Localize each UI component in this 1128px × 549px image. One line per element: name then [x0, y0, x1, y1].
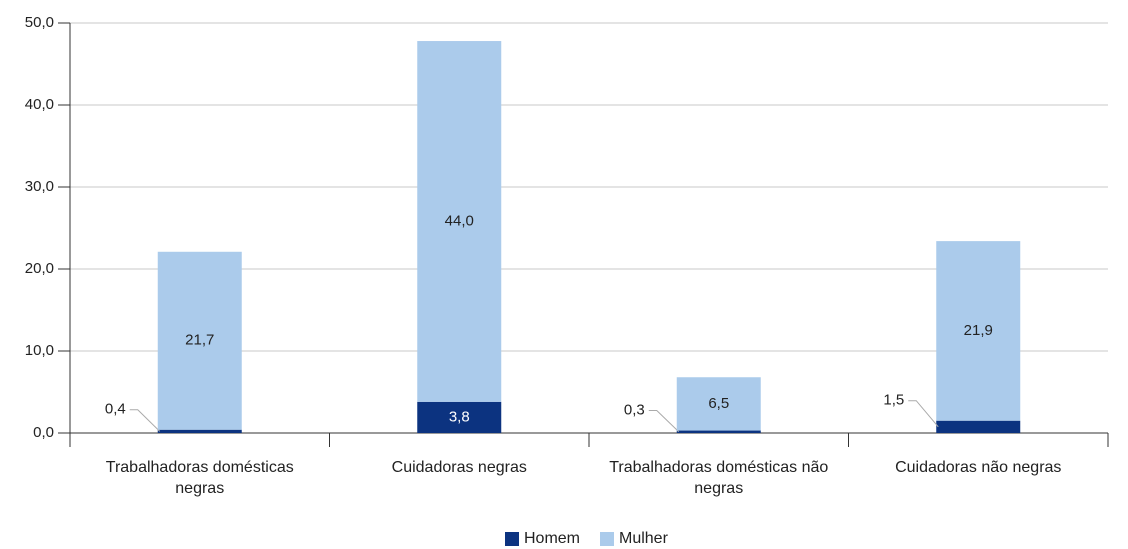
- y-tick-label: 10,0: [25, 342, 54, 359]
- data-label: 44,0: [445, 212, 474, 229]
- leader-line: [908, 400, 939, 428]
- bar-segment: [936, 420, 1021, 433]
- data-label: 3,8: [449, 408, 470, 425]
- bar-segment: [157, 429, 242, 433]
- data-label: 0,3: [624, 402, 645, 419]
- data-label: 0,4: [105, 401, 126, 418]
- bar-segment: [417, 401, 502, 433]
- leader-line: [648, 410, 680, 433]
- legend-label: Mulher: [619, 530, 668, 547]
- legend-item: Mulher: [600, 530, 668, 548]
- legend-swatch: [600, 532, 614, 546]
- x-tick-label: Cuidadoras não negras: [895, 459, 1062, 476]
- leader-line: [129, 409, 161, 432]
- bar-segment: [936, 241, 1021, 421]
- data-label: 21,7: [185, 332, 214, 349]
- data-label: 21,9: [964, 322, 993, 339]
- y-tick-label: 0,0: [33, 424, 54, 441]
- y-tick-label: 50,0: [25, 14, 54, 31]
- data-label: 6,5: [708, 395, 729, 412]
- legend-swatch: [505, 532, 519, 546]
- y-tick-label: 20,0: [25, 260, 54, 277]
- y-tick-label: 40,0: [25, 96, 54, 113]
- y-tick-label: 30,0: [25, 178, 54, 195]
- data-label: 1,5: [883, 392, 904, 409]
- bar-segment: [676, 430, 761, 433]
- x-tick-label: Trabalhadoras domésticas negras: [105, 459, 294, 497]
- legend-item: Homem: [505, 530, 580, 548]
- bar-segment: [157, 251, 242, 430]
- x-tick-label: Trabalhadoras domésticas não negras: [609, 459, 829, 497]
- bar-segment: [417, 41, 502, 402]
- legend-label: Homem: [524, 530, 581, 547]
- x-tick-label: Cuidadoras negras: [391, 459, 527, 476]
- bar-segment: [676, 377, 761, 431]
